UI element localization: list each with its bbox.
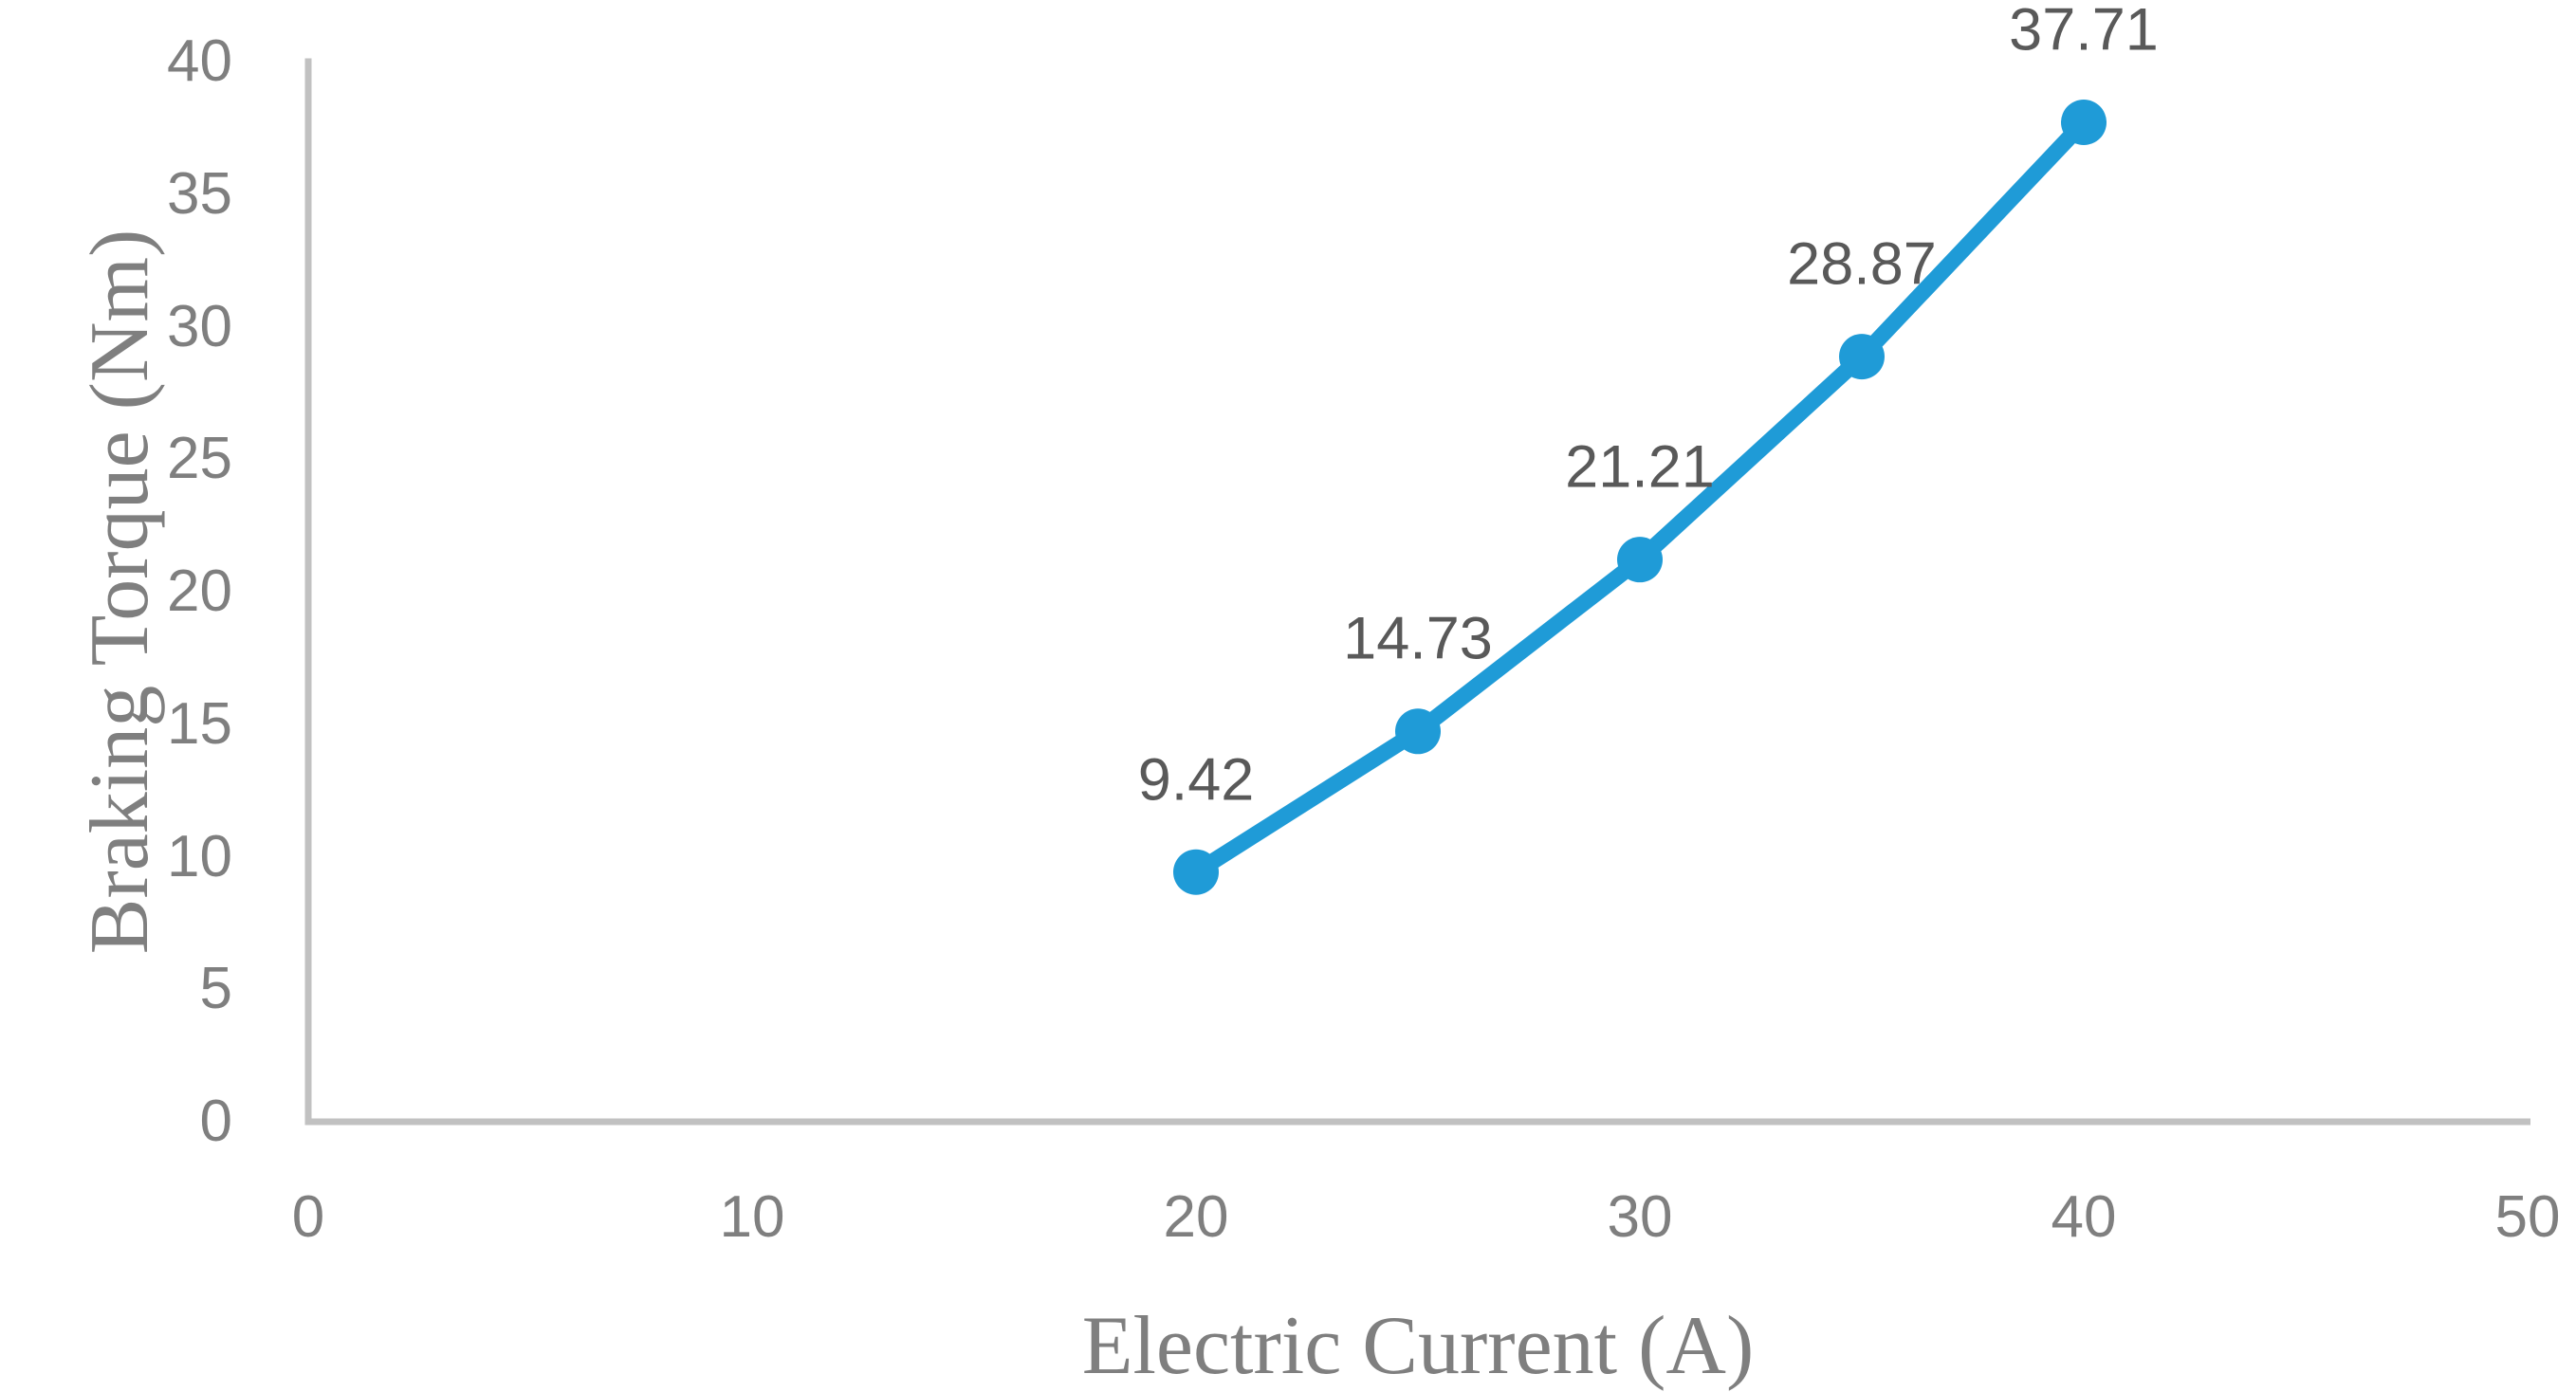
axes-layer — [304, 58, 2530, 1126]
series-layer — [1173, 100, 2107, 895]
data-point-label: 21.21 — [1565, 433, 1715, 501]
data-point-marker — [1617, 537, 1663, 583]
y-tick-label: 0 — [199, 1089, 232, 1154]
data-point-label: 37.71 — [2009, 0, 2159, 64]
data-point-marker — [1173, 849, 1219, 895]
x-tick-label: 10 — [719, 1184, 785, 1250]
x-tick-label: 50 — [2494, 1184, 2561, 1250]
x-tick-label: 20 — [1163, 1184, 1229, 1250]
y-tick-label: 5 — [199, 956, 232, 1022]
y-axis-title: Braking Torque (Nm) — [74, 229, 166, 955]
x-axis-title: Electric Current (A) — [1081, 1300, 1755, 1392]
y-tick-label: 20 — [167, 559, 232, 624]
data-point-label: 14.73 — [1343, 605, 1493, 672]
x-tick-label: 0 — [291, 1184, 325, 1250]
data-point-label: 9.42 — [1137, 746, 1255, 814]
y-tick-label: 40 — [167, 28, 232, 94]
y-tick-label: 35 — [167, 160, 232, 227]
data-point-marker — [1839, 334, 1885, 380]
y-tick-label: 15 — [167, 690, 232, 757]
x-tick-label: 40 — [2051, 1184, 2117, 1250]
data-point-label: 28.87 — [1787, 230, 1937, 298]
data-point-marker — [2061, 100, 2107, 146]
data-point-marker — [1395, 708, 1441, 755]
y-tick-label: 25 — [167, 426, 232, 492]
y-tick-label: 30 — [167, 293, 232, 359]
y-tick-label: 10 — [167, 823, 232, 889]
x-tick-label: 30 — [1607, 1184, 1673, 1250]
